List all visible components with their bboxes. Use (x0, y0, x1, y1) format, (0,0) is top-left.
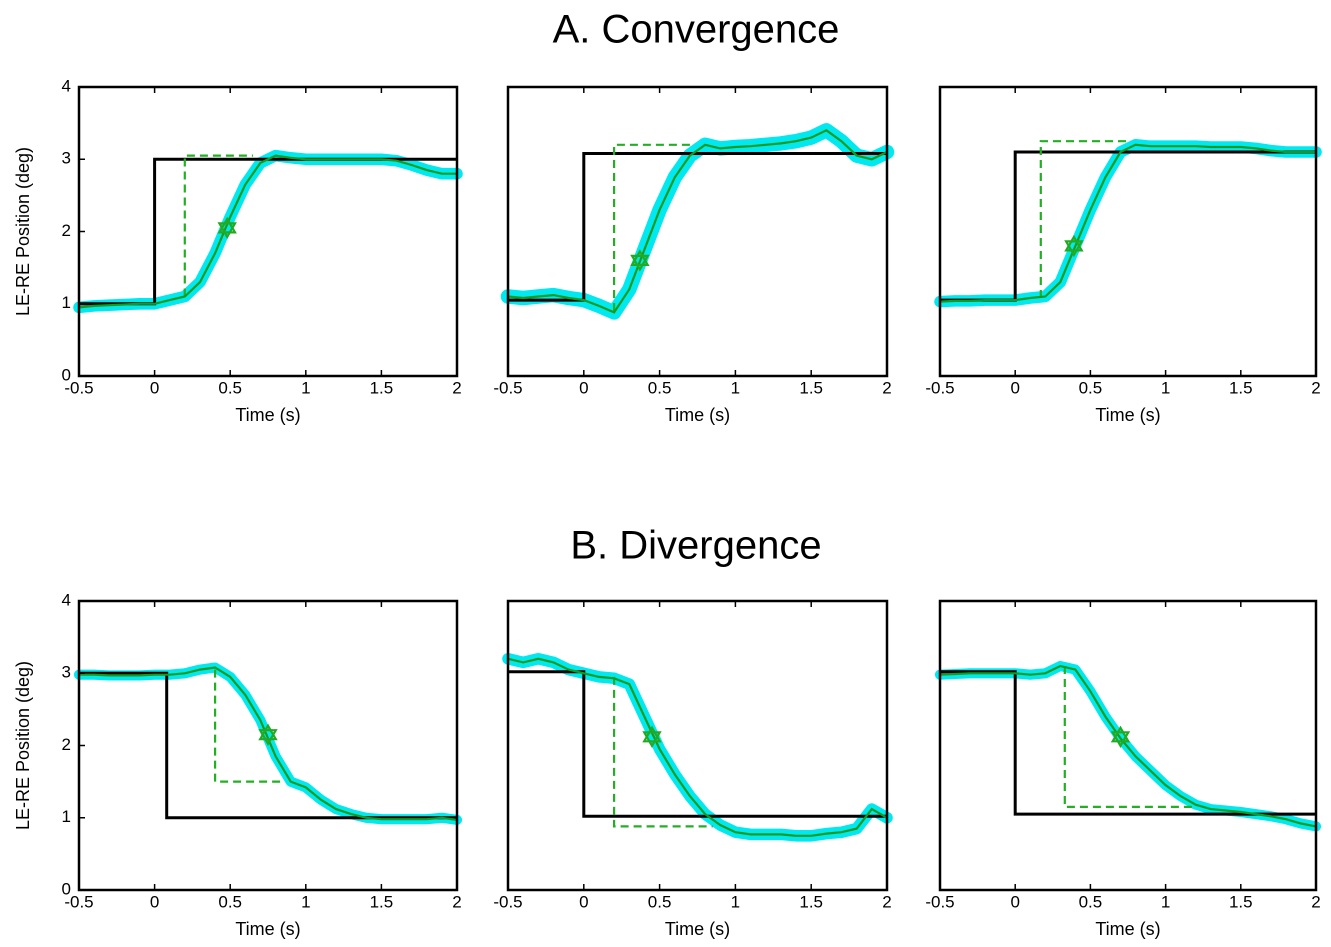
stimulus-step (79, 671, 457, 820)
plot-frame (938, 599, 1318, 892)
x-tick-label: 1.5 (799, 892, 823, 911)
x-axis-label: Time (s) (1095, 405, 1160, 425)
x-tick-label: 1.5 (370, 892, 394, 911)
section-title: B. Divergence (570, 524, 821, 568)
star-marker (258, 723, 278, 741)
y-tick-label: 0 (62, 879, 71, 898)
y-tick-label: 1 (62, 807, 71, 826)
x-tick-label: 1.5 (1229, 892, 1253, 911)
x-tick-label: 1.5 (370, 378, 394, 397)
x-tick-label: -0.5 (64, 378, 93, 397)
x-tick-label: 2 (1311, 378, 1320, 397)
x-tick-label: 0 (579, 892, 588, 911)
stimulus-step (940, 670, 1316, 816)
x-tick-label: 1 (1161, 892, 1170, 911)
x-tick-label: 0.5 (218, 892, 242, 911)
y-tick-label: 0 (62, 365, 71, 384)
x-tick-label: 1 (731, 892, 740, 911)
x-tick-label: 2 (882, 378, 891, 397)
model-step (613, 143, 690, 311)
y-tick-label: 2 (62, 735, 71, 754)
x-tick-label: 0.5 (648, 892, 672, 911)
model-step (183, 154, 253, 297)
x-axis-label: Time (s) (665, 405, 730, 425)
x-tick-label: -0.5 (493, 378, 522, 397)
x-tick-label: 2 (1311, 892, 1320, 911)
star-marker (630, 254, 650, 272)
x-tick-label: 0 (1010, 378, 1019, 397)
x-axis-label: Time (s) (665, 919, 730, 939)
y-tick-label: 1 (62, 293, 71, 312)
x-tick-label: 0 (579, 378, 588, 397)
x-tick-label: 1 (731, 378, 740, 397)
x-axis-label: Time (s) (1095, 919, 1160, 939)
x-tick-label: -0.5 (64, 892, 93, 911)
star-marker (217, 216, 237, 234)
model-step (613, 676, 713, 828)
x-axis-label: Time (s) (235, 919, 300, 939)
plot-frame (77, 85, 459, 378)
x-tick-label: 1.5 (1229, 378, 1253, 397)
star-marker (642, 725, 662, 743)
stimulus-step (508, 670, 887, 818)
mean-trace (507, 129, 888, 314)
error-band (73, 149, 463, 314)
y-tick-label: 3 (62, 663, 71, 682)
star-marker (1064, 234, 1084, 252)
star-marker (1110, 725, 1131, 743)
x-tick-label: 2 (452, 378, 461, 397)
y-axis-label: LE-RE Position (deg) (13, 147, 33, 316)
x-tick-label: 0 (150, 378, 159, 397)
error-band (502, 653, 893, 842)
mean-trace (939, 664, 1317, 828)
star-marker (258, 729, 278, 746)
error-band (934, 139, 1322, 308)
x-tick-label: 1 (301, 892, 310, 911)
x-tick-label: 1 (301, 378, 310, 397)
y-tick-label: 2 (62, 221, 71, 240)
x-tick-label: 1.5 (799, 378, 823, 397)
y-tick-label: 4 (62, 76, 71, 95)
x-tick-label: 0 (150, 892, 159, 911)
star-marker (642, 731, 662, 748)
section-title: A. Convergence (553, 8, 840, 52)
x-tick-label: -0.5 (493, 892, 522, 911)
model-step (214, 669, 284, 783)
model-step (1063, 666, 1196, 808)
x-tick-label: 0.5 (1079, 378, 1103, 397)
star-marker (1110, 731, 1131, 748)
star-marker (1064, 240, 1084, 258)
stimulus-step (508, 152, 887, 302)
mean-trace (78, 154, 457, 309)
x-tick-label: 0.5 (648, 378, 672, 397)
y-tick-label: 4 (62, 590, 71, 609)
y-tick-label: 3 (62, 149, 71, 168)
x-tick-label: 2 (882, 892, 891, 911)
plot-frame (506, 85, 889, 378)
star-marker (217, 222, 237, 240)
star-marker (630, 249, 650, 266)
x-tick-label: 0.5 (1079, 892, 1103, 911)
x-tick-label: -0.5 (925, 378, 954, 397)
x-tick-label: 2 (452, 892, 461, 911)
mean-trace (939, 143, 1316, 303)
x-tick-label: 0 (1010, 892, 1019, 911)
mean-trace (507, 657, 888, 837)
y-axis-label: LE-RE Position (deg) (13, 661, 33, 830)
x-axis-label: Time (s) (235, 405, 300, 425)
error-band (500, 123, 895, 320)
x-tick-label: 1 (1161, 378, 1170, 397)
model-step (1039, 140, 1128, 298)
x-tick-label: -0.5 (925, 892, 954, 911)
plot-frame (506, 599, 889, 892)
x-tick-label: 0.5 (218, 378, 242, 397)
plot-frame (938, 85, 1318, 378)
stimulus-step (940, 150, 1316, 302)
stimulus-step (79, 157, 457, 306)
